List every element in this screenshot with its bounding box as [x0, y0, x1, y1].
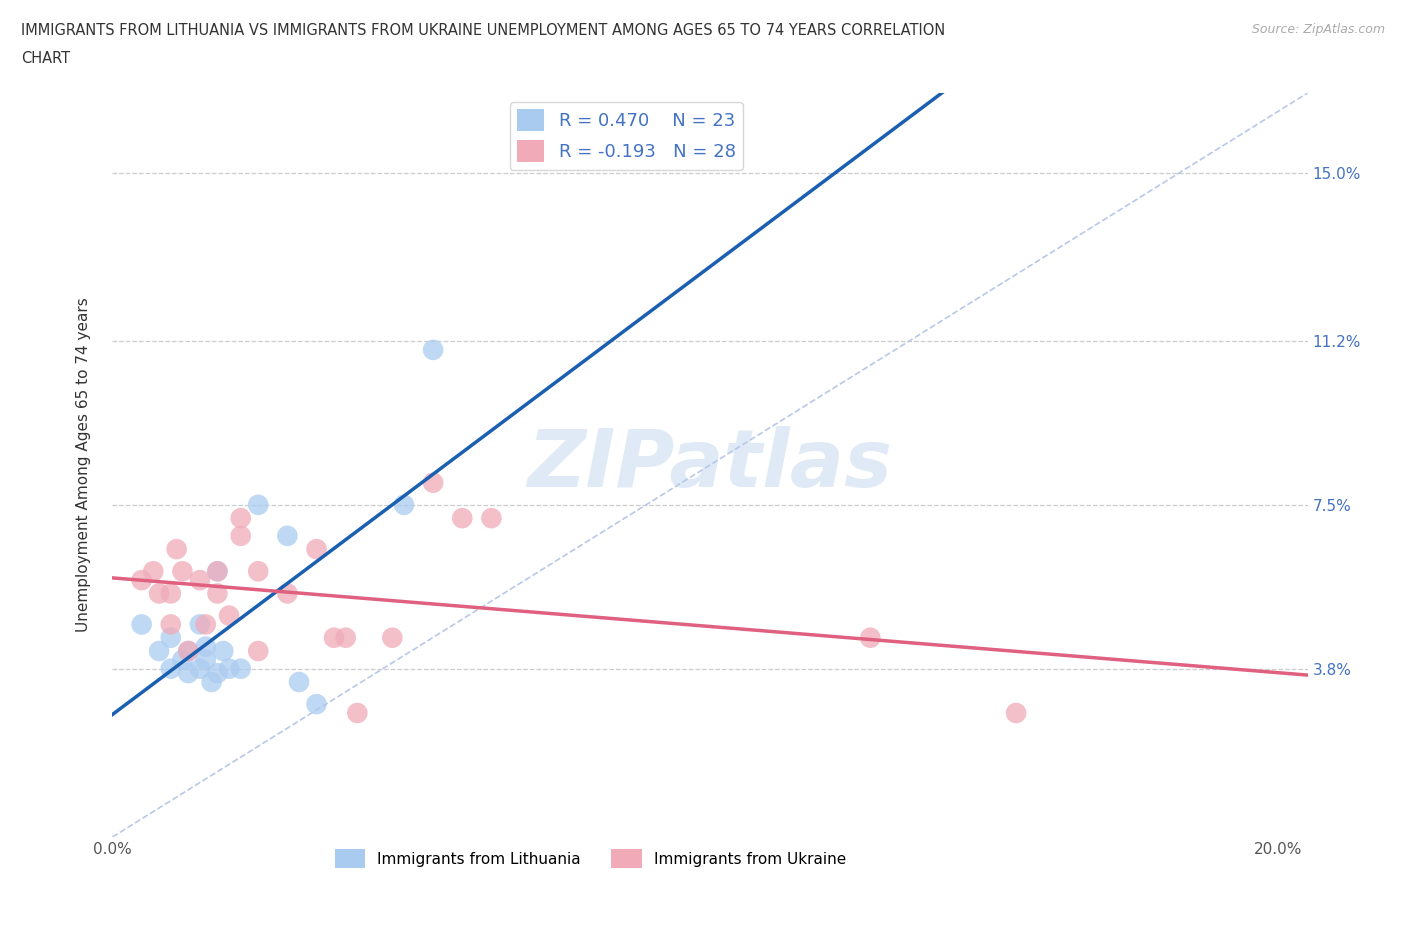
Point	[422, 342, 444, 357]
Point	[207, 586, 229, 601]
Point	[148, 644, 170, 658]
Text: Source: ZipAtlas.com: Source: ZipAtlas.com	[1251, 23, 1385, 36]
Point	[288, 674, 311, 689]
Point	[276, 528, 298, 543]
Point	[159, 661, 181, 676]
Point	[247, 498, 270, 512]
Point	[166, 541, 188, 556]
Point	[172, 653, 194, 668]
Point	[207, 564, 229, 578]
Text: CHART: CHART	[21, 51, 70, 66]
Point	[229, 661, 252, 676]
Point	[200, 674, 222, 689]
Point	[481, 511, 503, 525]
Point	[177, 644, 200, 658]
Point	[194, 653, 217, 668]
Point	[159, 617, 181, 631]
Point	[177, 666, 200, 681]
Point	[188, 617, 211, 631]
Point	[188, 661, 211, 676]
Point	[142, 564, 165, 578]
Point	[131, 617, 153, 631]
Text: ZIPatlas: ZIPatlas	[527, 426, 893, 504]
Point	[177, 644, 200, 658]
Point	[335, 631, 357, 645]
Point	[247, 644, 270, 658]
Point	[194, 639, 217, 654]
Point	[323, 631, 346, 645]
Point	[207, 564, 229, 578]
Point	[276, 586, 298, 601]
Point	[194, 617, 217, 631]
Point	[212, 644, 235, 658]
Point	[148, 586, 170, 601]
Point	[159, 631, 181, 645]
Point	[1005, 706, 1028, 721]
Point	[159, 586, 181, 601]
Point	[229, 528, 252, 543]
Point	[172, 564, 194, 578]
Point	[218, 661, 240, 676]
Point	[305, 697, 328, 711]
Text: IMMIGRANTS FROM LITHUANIA VS IMMIGRANTS FROM UKRAINE UNEMPLOYMENT AMONG AGES 65 : IMMIGRANTS FROM LITHUANIA VS IMMIGRANTS …	[21, 23, 945, 38]
Point	[451, 511, 474, 525]
Point	[422, 475, 444, 490]
Point	[207, 666, 229, 681]
Point	[346, 706, 368, 721]
Point	[247, 564, 270, 578]
Point	[392, 498, 415, 512]
Point	[188, 573, 211, 588]
Legend: Immigrants from Lithuania, Immigrants from Ukraine: Immigrants from Lithuania, Immigrants fr…	[329, 844, 852, 874]
Point	[229, 511, 252, 525]
Point	[131, 573, 153, 588]
Point	[305, 541, 328, 556]
Point	[381, 631, 404, 645]
Point	[218, 608, 240, 623]
Y-axis label: Unemployment Among Ages 65 to 74 years: Unemployment Among Ages 65 to 74 years	[76, 298, 91, 632]
Point	[859, 631, 882, 645]
